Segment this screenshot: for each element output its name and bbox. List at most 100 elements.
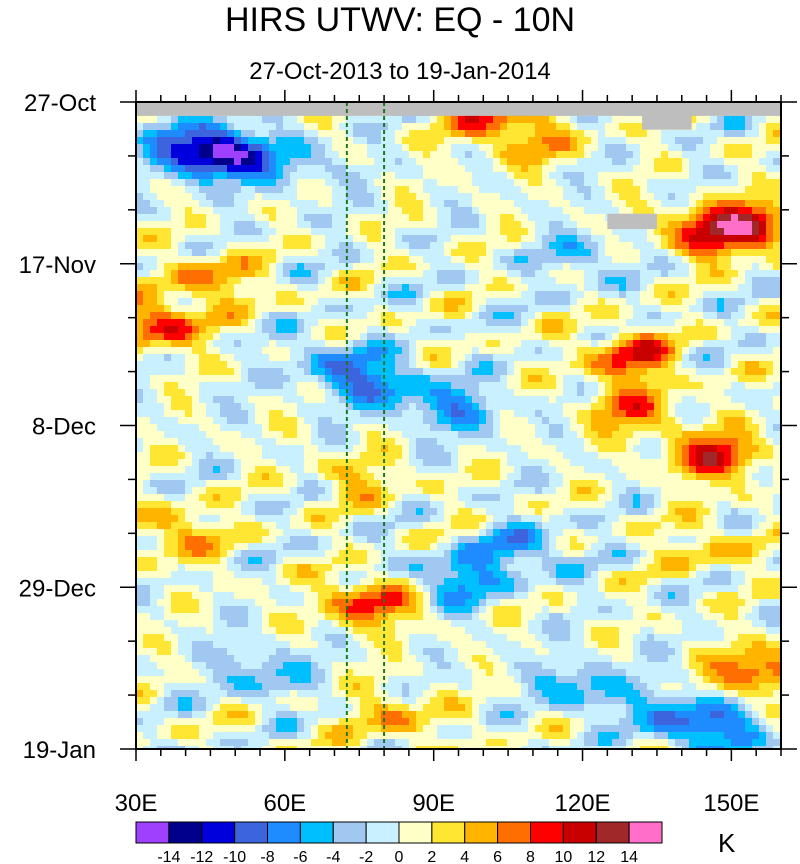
field-cell xyxy=(563,424,571,432)
field-cell xyxy=(563,403,571,411)
field-cell xyxy=(388,214,396,222)
field-cell xyxy=(598,333,606,341)
field-cell xyxy=(178,158,186,166)
field-cell xyxy=(528,228,536,236)
field-cell xyxy=(619,438,627,446)
field-cell xyxy=(654,270,662,278)
field-cell xyxy=(143,207,151,215)
field-cell xyxy=(773,459,781,467)
field-cell xyxy=(234,459,242,467)
field-cell xyxy=(591,389,599,397)
field-cell xyxy=(556,116,564,124)
field-cell xyxy=(318,214,326,222)
field-cell xyxy=(472,270,480,278)
field-cell xyxy=(171,298,179,306)
field-cell xyxy=(570,249,578,257)
field-cell xyxy=(584,333,592,341)
field-cell xyxy=(283,277,291,285)
field-cell xyxy=(395,291,403,299)
field-cell xyxy=(633,242,641,250)
field-cell xyxy=(458,438,466,446)
field-cell xyxy=(192,361,200,369)
field-cell xyxy=(521,116,529,124)
field-cell xyxy=(675,417,683,425)
field-cell xyxy=(696,431,704,439)
field-cell xyxy=(521,193,529,201)
field-cell xyxy=(633,319,641,327)
field-cell xyxy=(598,123,606,131)
field-cell xyxy=(612,256,620,264)
field-cell xyxy=(220,270,228,278)
field-cell xyxy=(486,319,494,327)
field-cell xyxy=(465,396,473,404)
field-cell xyxy=(437,459,445,467)
field-cell xyxy=(283,151,291,159)
field-cell xyxy=(304,403,312,411)
field-cell xyxy=(178,263,186,271)
field-cell xyxy=(318,452,326,460)
field-cell xyxy=(507,277,515,285)
field-cell xyxy=(549,256,557,264)
field-cell xyxy=(563,459,571,467)
field-cell xyxy=(444,116,452,124)
field-cell xyxy=(661,256,669,264)
field-cell xyxy=(465,235,473,243)
field-cell xyxy=(395,417,403,425)
field-cell xyxy=(304,382,312,390)
field-cell xyxy=(304,389,312,397)
field-cell xyxy=(682,284,690,292)
field-cell xyxy=(227,207,235,215)
field-cell xyxy=(724,130,732,138)
field-cell xyxy=(458,431,466,439)
field-cell xyxy=(353,172,361,180)
field-cell xyxy=(514,305,522,313)
field-cell xyxy=(367,298,375,306)
field-cell xyxy=(619,459,627,467)
field-cell xyxy=(311,116,319,124)
field-cell xyxy=(724,466,732,474)
field-cell xyxy=(528,368,536,376)
field-cell xyxy=(759,298,767,306)
field-cell xyxy=(339,256,347,264)
field-cell xyxy=(353,375,361,383)
field-cell xyxy=(143,438,151,446)
field-cell xyxy=(213,403,221,411)
field-cell xyxy=(493,452,501,460)
field-cell xyxy=(416,284,424,292)
field-cell xyxy=(738,200,746,208)
field-cell xyxy=(402,466,410,474)
field-cell xyxy=(395,130,403,138)
field-cell xyxy=(290,459,298,467)
field-cell xyxy=(227,312,235,320)
field-cell xyxy=(507,270,515,278)
field-cell xyxy=(731,270,739,278)
field-cell xyxy=(766,221,774,229)
field-cell xyxy=(430,354,438,362)
field-cell xyxy=(703,172,711,180)
field-cell xyxy=(255,326,263,334)
field-cell xyxy=(416,438,424,446)
field-cell xyxy=(661,284,669,292)
field-cell xyxy=(633,207,641,215)
field-cell xyxy=(255,130,263,138)
field-cell xyxy=(647,172,655,180)
field-cell xyxy=(486,130,494,138)
field-cell xyxy=(521,165,529,173)
field-cell xyxy=(507,452,515,460)
field-cell xyxy=(374,326,382,334)
field-cell xyxy=(360,151,368,159)
field-cell xyxy=(213,298,221,306)
field-cell xyxy=(304,221,312,229)
field-cell xyxy=(311,396,319,404)
field-cell xyxy=(654,137,662,145)
field-cell xyxy=(451,214,459,222)
field-cell xyxy=(276,270,284,278)
field-cell xyxy=(164,235,172,243)
field-cell xyxy=(633,424,641,432)
field-cell xyxy=(668,459,676,467)
field-cell xyxy=(535,417,543,425)
field-cell xyxy=(430,123,438,131)
field-cell xyxy=(724,354,732,362)
field-cell xyxy=(717,200,725,208)
field-cell xyxy=(766,207,774,215)
